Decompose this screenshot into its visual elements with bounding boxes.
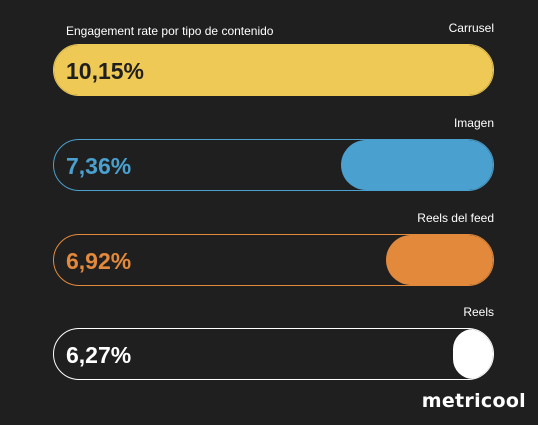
bar-row: Reels 6,27% [53, 305, 494, 380]
chart-title: Engagement rate por tipo de contenido [66, 24, 274, 38]
bar-track: 6,27% [53, 328, 494, 380]
bar [341, 140, 493, 190]
category-label: Reels [463, 305, 494, 319]
category-label: Carrusel [448, 21, 494, 35]
bar-row: Reels del feed 6,92% [53, 211, 494, 286]
category-label: Imagen [453, 116, 494, 130]
bar [453, 329, 493, 379]
bar-row: Imagen 7,36% [53, 116, 494, 191]
metricool-logo: metricool [421, 390, 526, 412]
bar-track: 7,36% [53, 139, 494, 191]
value-label: 10,15% [66, 58, 145, 84]
value-label: 6,27% [66, 342, 132, 368]
bar [386, 235, 493, 285]
category-label: Reels del feed [417, 211, 494, 225]
bar [54, 45, 493, 95]
bar-track: 6,92% [53, 234, 494, 286]
value-label: 7,36% [66, 153, 132, 179]
bar-row: Carrusel 10,15% [53, 21, 494, 96]
value-label: 6,92% [66, 248, 132, 274]
bar-track: 10,15% [53, 44, 494, 96]
